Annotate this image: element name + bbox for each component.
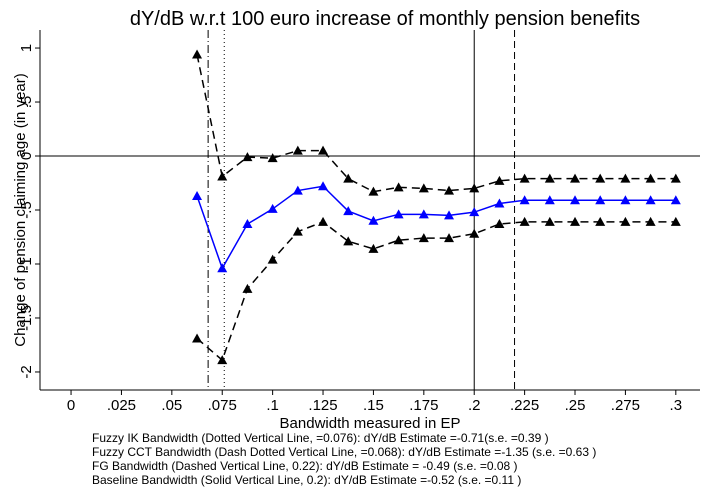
x-tick-label: .175 — [409, 397, 438, 414]
series-line — [196, 185, 676, 271]
series-line — [196, 221, 676, 362]
marker — [217, 263, 228, 273]
marker — [519, 195, 530, 205]
x-axis-label: Bandwidth measured in EP — [280, 415, 461, 432]
x-tick-label: .2 — [468, 397, 481, 414]
x-tick-label: .025 — [107, 397, 136, 414]
note: Fuzzy IK Bandwidth (Dotted Vertical Line… — [92, 431, 549, 445]
x-tick-label: .075 — [208, 397, 237, 414]
x-tick-label: .25 — [565, 397, 586, 414]
marker — [292, 226, 303, 236]
marker — [469, 228, 480, 238]
marker — [570, 195, 581, 205]
y-tick-label: .5 — [18, 96, 35, 109]
marker — [368, 186, 379, 196]
marker — [519, 173, 530, 183]
marker — [595, 173, 606, 183]
marker — [343, 173, 354, 183]
x-tick-label: .125 — [308, 397, 337, 414]
note: Baseline Bandwidth (Solid Vertical Line,… — [92, 473, 521, 487]
marker — [393, 209, 404, 219]
marker — [267, 254, 278, 264]
marker — [292, 185, 303, 195]
marker — [645, 195, 656, 205]
marker — [418, 233, 429, 243]
marker — [670, 195, 681, 205]
marker — [444, 210, 455, 220]
marker — [570, 216, 581, 226]
marker — [242, 283, 253, 293]
y-tick-label: -.5 — [18, 201, 35, 219]
marker — [192, 333, 203, 343]
marker — [217, 355, 228, 365]
marker — [620, 173, 631, 183]
marker — [595, 216, 606, 226]
marker — [670, 216, 681, 226]
x-tick-label: .275 — [611, 397, 640, 414]
marker — [318, 181, 329, 191]
marker — [595, 195, 606, 205]
marker — [267, 203, 278, 213]
marker — [544, 216, 555, 226]
x-tick-label: .1 — [266, 397, 279, 414]
marker — [393, 182, 404, 192]
marker — [670, 173, 681, 183]
marker — [192, 49, 203, 59]
x-tick-label: .3 — [670, 397, 683, 414]
marker — [318, 216, 329, 226]
marker — [343, 236, 354, 246]
marker — [570, 173, 581, 183]
x-tick-label: .15 — [363, 397, 384, 414]
marker — [494, 219, 505, 229]
marker — [242, 152, 253, 162]
marker — [292, 145, 303, 155]
marker — [368, 215, 379, 225]
y-axis-label: Change of pension claiming age (in year) — [12, 73, 29, 347]
marker — [318, 145, 329, 155]
marker — [267, 153, 278, 163]
marker — [393, 235, 404, 245]
marker — [620, 195, 631, 205]
marker — [519, 216, 530, 226]
marker — [494, 175, 505, 185]
marker — [645, 216, 656, 226]
marker — [469, 207, 480, 217]
series-line — [196, 54, 676, 193]
marker — [217, 171, 228, 181]
x-tick-label: 0 — [67, 397, 75, 414]
y-tick-label: 0 — [18, 152, 35, 160]
marker — [444, 233, 455, 243]
marker — [544, 195, 555, 205]
marker — [494, 198, 505, 208]
marker — [444, 185, 455, 195]
y-tick-label: 1 — [18, 44, 35, 52]
marker — [645, 173, 656, 183]
marker — [544, 173, 555, 183]
marker — [368, 243, 379, 253]
note: FG Bandwidth (Dashed Vertical Line, 0.22… — [92, 459, 518, 473]
y-tick-label: -2 — [18, 365, 35, 378]
chart-title: dY/dB w.r.t 100 euro increase of monthly… — [130, 8, 640, 30]
y-tick-label: -1.5 — [18, 305, 35, 331]
marker — [192, 190, 203, 200]
marker — [469, 183, 480, 193]
marker — [343, 206, 354, 216]
x-tick-label: .225 — [510, 397, 539, 414]
marker — [418, 183, 429, 193]
x-tick-label: .05 — [161, 397, 182, 414]
marker — [242, 219, 253, 229]
note: Fuzzy CCT Bandwidth (Dash Dotted Vertica… — [92, 445, 596, 459]
y-tick-label: -1 — [18, 257, 35, 270]
marker — [620, 216, 631, 226]
marker — [418, 209, 429, 219]
